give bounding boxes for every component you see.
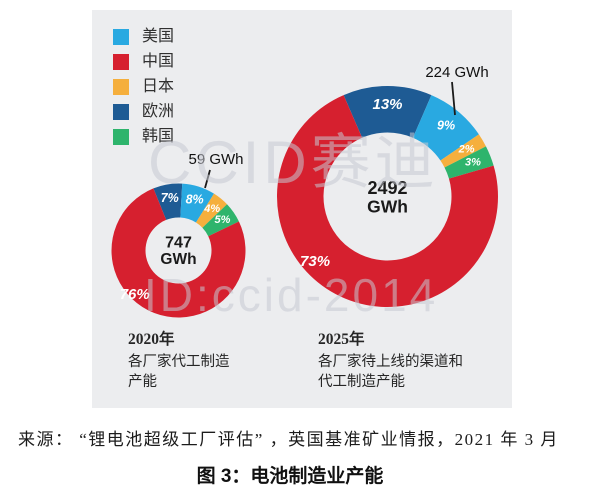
year-desc-line: 各厂家代工制造 bbox=[128, 354, 230, 370]
slice-percent-label: 73% bbox=[300, 253, 330, 270]
donut-center-unit: GWh bbox=[367, 196, 408, 216]
donut-slice-美国 bbox=[180, 183, 215, 223]
chart-panel: 美国 中国 日本 欧洲 韩国 59 GWh 224 GWh 7% 8% 4% 5% 76… bbox=[92, 10, 512, 408]
legend-label: 中国 bbox=[142, 52, 175, 70]
donut-slice-中国 bbox=[277, 95, 498, 307]
donut-slice-中国 bbox=[111, 188, 246, 318]
slice-percent-label: 8% bbox=[186, 193, 204, 207]
donut-slice-日本 bbox=[440, 134, 486, 168]
slice-percent-label: 2% bbox=[458, 144, 475, 156]
donut-slice-韩国 bbox=[444, 146, 494, 179]
year-title: 2025年 bbox=[318, 331, 365, 348]
donut-center-value: 747 bbox=[165, 234, 192, 251]
legend-swatch bbox=[113, 103, 129, 120]
slice-percent-label: 76% bbox=[120, 286, 150, 303]
donut-slice-欧洲 bbox=[153, 183, 183, 220]
legend-item: 中国 bbox=[113, 49, 174, 74]
figure-caption: 图 3：电池制造业产能 bbox=[196, 466, 384, 487]
legend-swatch bbox=[113, 28, 129, 45]
callout-label-2020: 59 GWh bbox=[188, 151, 244, 168]
legend-item: 韩国 bbox=[113, 124, 174, 149]
legend-swatch bbox=[113, 128, 129, 145]
slice-percent-label: 7% bbox=[161, 191, 179, 205]
legend-label: 美国 bbox=[142, 27, 175, 45]
donut-center-unit: GWh bbox=[160, 251, 196, 268]
year-desc-line: 各厂家待上线的渠道和 bbox=[318, 354, 463, 370]
year-block-2020: 2020年 各厂家代工制造 产能 bbox=[128, 327, 298, 392]
legend-label: 欧洲 bbox=[142, 102, 175, 120]
donut-slice-欧洲 bbox=[343, 86, 432, 138]
year-desc-line: 产能 bbox=[128, 374, 157, 390]
legend-item: 美国 bbox=[113, 24, 174, 49]
year-title: 2020年 bbox=[128, 331, 175, 348]
legend-item: 欧洲 bbox=[113, 99, 174, 124]
slice-percent-label: 9% bbox=[437, 119, 455, 133]
slice-percent-label: 5% bbox=[215, 214, 231, 226]
slice-percent-label: 3% bbox=[465, 157, 481, 169]
slice-percent-label: 4% bbox=[203, 203, 220, 215]
legend-label: 韩国 bbox=[142, 127, 175, 145]
legend-label: 日本 bbox=[142, 77, 175, 95]
donut-slice-美国 bbox=[412, 95, 479, 161]
callout-label-2025: 224 GWh bbox=[425, 64, 489, 81]
legend-swatch bbox=[113, 78, 129, 95]
slice-percent-label: 13% bbox=[372, 96, 402, 113]
donut-slice-韩国 bbox=[202, 204, 239, 237]
legend: 美国 中国 日本 欧洲 韩国 bbox=[113, 24, 174, 149]
legend-item: 日本 bbox=[113, 74, 174, 99]
source-line: 来源： “锂电池超级工厂评估” ，英国基准矿业情报，2021 年 3 月 bbox=[18, 430, 559, 449]
donut-center-value: 2492 bbox=[367, 178, 407, 198]
year-block-2025: 2025年 各厂家待上线的渠道和 代工制造产能 bbox=[318, 327, 498, 392]
legend-swatch bbox=[113, 53, 129, 70]
donut-slice-日本 bbox=[195, 193, 228, 228]
year-desc-line: 代工制造产能 bbox=[318, 374, 405, 390]
